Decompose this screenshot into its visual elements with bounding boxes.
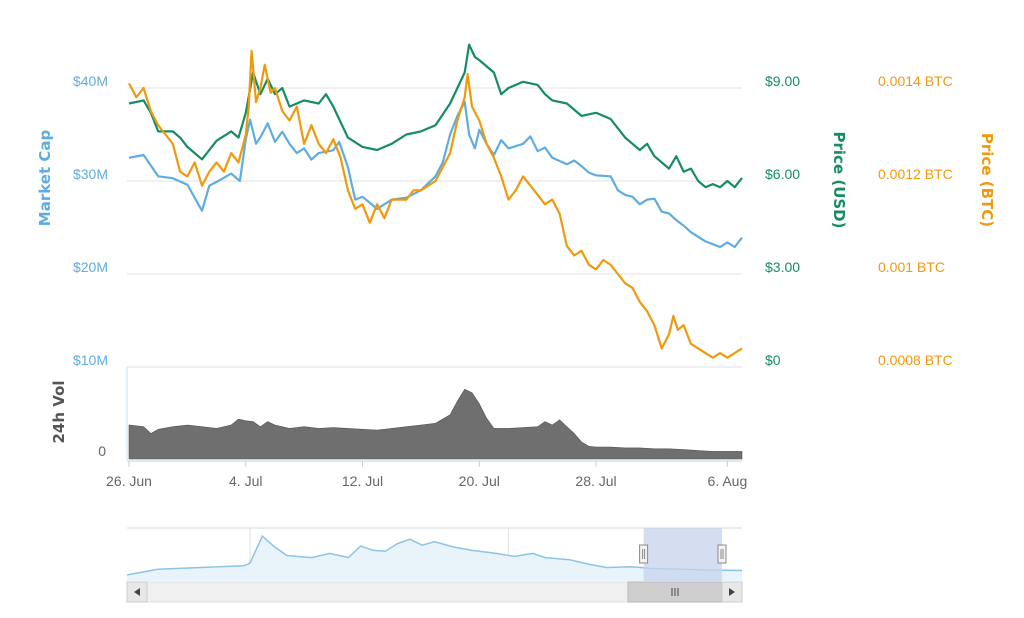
navigator[interactable]: Jan '18May '18: [126, 527, 743, 581]
price-usd-tick-label: $6.00: [765, 166, 800, 182]
market-cap-axis-title: Market Cap: [36, 130, 54, 227]
market-cap-line: [128, 100, 743, 249]
x-tick-label: 4. Jul: [229, 473, 262, 489]
price-btc-axis-title: Price (BTC): [978, 133, 996, 227]
navigator-line: [126, 534, 743, 576]
x-tick-label: 12. Jul: [342, 473, 383, 489]
x-tick-label: 26. Jun: [106, 473, 152, 489]
navigator-left-handle[interactable]: [639, 544, 649, 564]
navigator-right-handle[interactable]: [717, 544, 727, 564]
navigator-selection[interactable]: [643, 528, 722, 581]
price-usd-tick-label: $0: [765, 352, 781, 368]
price-btc-tick-label: 0.001 BTC: [878, 259, 945, 275]
price-usd-tick-label: $9.00: [765, 73, 800, 89]
arrow-right-icon: [729, 588, 735, 596]
handle-body[interactable]: [717, 544, 727, 564]
volume-axis-title: 24h Vol: [50, 380, 68, 443]
market-cap-tick-label: $40M: [73, 73, 108, 89]
price-btc-tick-label: 0.0012 BTC: [878, 166, 953, 182]
handle-grip-icon: [720, 549, 724, 559]
price-usd-axis-title: Price (USD): [830, 132, 848, 229]
price-btc-tick-label: 0.0014 BTC: [878, 73, 953, 89]
price-usd-axis: $0 $3.00 $6.00 $9.00: [765, 73, 800, 368]
price-btc-axis: 0.0008 BTC 0.001 BTC 0.0012 BTC 0.0014 BTC: [878, 73, 953, 368]
arrow-left-icon: [134, 588, 140, 596]
scrollbar[interactable]: [126, 581, 743, 603]
x-tick-label: 28. Jul: [575, 473, 616, 489]
price-btc-line: [128, 49, 743, 359]
x-tick-label: 20. Jul: [459, 473, 500, 489]
x-axis-ticks: 26. Jun 4. Jul 12. Jul 20. Jul 28. Jul 6. Aug: [106, 461, 747, 489]
price-series: [128, 43, 743, 359]
grip-icon: [671, 588, 679, 596]
market-cap-tick-label: $10M: [73, 352, 108, 368]
volume-series: [128, 388, 743, 460]
market-cap-tick-label: $20M: [73, 259, 108, 275]
market-cap-axis: $10M $20M $30M $40M: [73, 73, 108, 368]
navigator-area: [127, 536, 742, 581]
price-usd-line: [128, 43, 743, 189]
market-cap-tick-label: $30M: [73, 166, 108, 182]
handle-body[interactable]: [639, 544, 649, 564]
volume-zero-tick: 0: [98, 443, 106, 459]
volume-area: [128, 388, 743, 460]
handle-grip-icon: [642, 549, 646, 559]
price-btc-tick-label: 0.0008 BTC: [878, 352, 953, 368]
grid-lines: [127, 87, 742, 368]
x-tick-label: 6. Aug: [708, 473, 748, 489]
price-usd-tick-label: $3.00: [765, 259, 800, 275]
